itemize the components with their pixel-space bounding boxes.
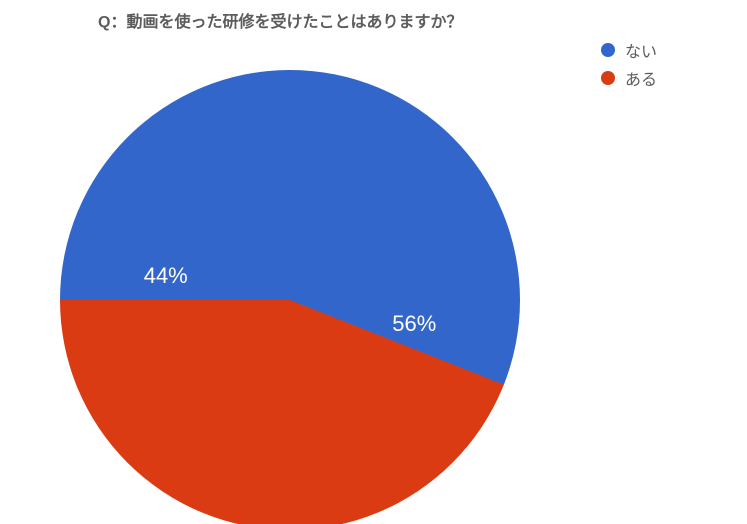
chart-container: Q：動画を使った研修を受けたことはありますか？ ない ある 56% 44% <box>0 0 747 524</box>
legend-label: ある <box>625 66 657 90</box>
legend-swatch-icon <box>601 71 615 85</box>
pie-disc <box>60 70 520 524</box>
slice-label-1: 44% <box>144 263 188 289</box>
legend-label: ない <box>625 38 657 62</box>
legend-item: ある <box>601 66 657 90</box>
chart-title: Q：動画を使った研修を受けたことはありますか？ <box>98 8 462 32</box>
legend: ない ある <box>601 38 657 94</box>
slice-label-0: 56% <box>392 311 436 337</box>
legend-swatch-icon <box>601 43 615 57</box>
legend-item: ない <box>601 38 657 62</box>
pie-chart: 56% 44% <box>60 70 520 524</box>
